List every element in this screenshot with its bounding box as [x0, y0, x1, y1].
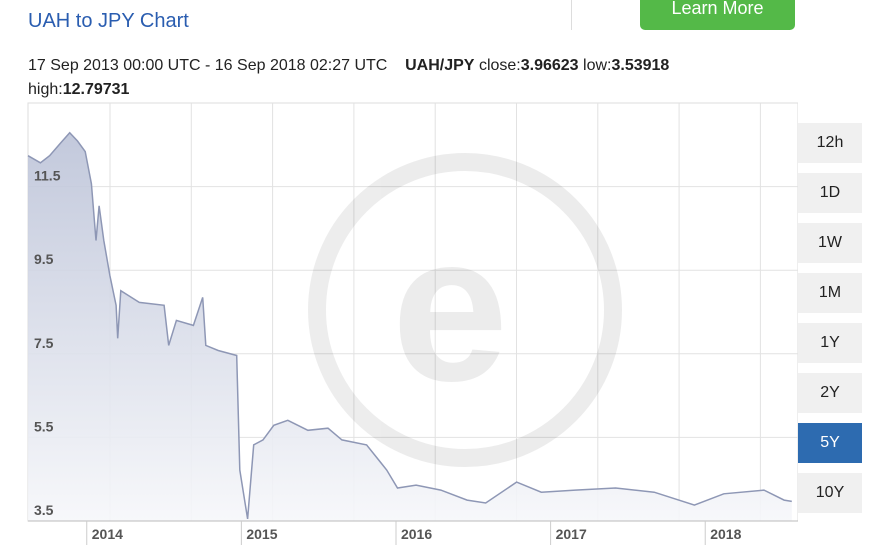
range-button[interactable]: 1D [798, 173, 862, 213]
range-button[interactable]: 12h [798, 123, 862, 163]
svg-text:e: e [392, 190, 509, 425]
area [28, 132, 792, 521]
close-value: 3.96623 [520, 57, 579, 74]
range-button[interactable]: 1Y [798, 323, 862, 363]
line [27, 131, 792, 520]
chart-title: UAH to JPY Chart [28, 10, 189, 32]
range-button[interactable]: 1M [798, 273, 862, 313]
y-tick-label: 5.5 [34, 418, 54, 434]
x-tick-label: 2015 [246, 526, 277, 542]
low-label: low: [583, 57, 612, 74]
watermark: e [308, 153, 622, 467]
learn-more-button[interactable]: Learn More [640, 0, 795, 30]
x-tick-label: 2017 [556, 526, 587, 542]
range-button[interactable]: 1W [798, 223, 862, 263]
y-tick-label: 7.5 [34, 335, 54, 351]
high-value: 12.79731 [62, 81, 130, 98]
x-tick-label: 2018 [710, 526, 741, 542]
close-label: close: [478, 57, 521, 74]
divider [571, 0, 572, 30]
range-button[interactable]: 5Y [798, 423, 862, 463]
summary: 17 Sep 2013 00:00 UTC - 16 Sep 2018 02:2… [28, 54, 788, 102]
y-tick-label: 11.5 [34, 168, 61, 184]
chart: e 3.5 5.5 7.5 9.5 11.5 2014 2015 2016 2017 2018 [27, 102, 798, 545]
range-button[interactable]: 2Y [798, 373, 862, 413]
low-value: 3.53918 [611, 57, 670, 74]
pair: UAH/JPY [405, 57, 475, 74]
high-label: high: [28, 81, 63, 98]
x-tick-label: 2016 [401, 526, 432, 542]
x-tick-label: 2014 [92, 526, 123, 542]
range-button[interactable]: 10Y [798, 473, 862, 513]
y-tick-label: 9.5 [34, 251, 54, 267]
y-tick-label: 3.5 [34, 502, 54, 518]
period: 17 Sep 2013 00:00 UTC - 16 Sep 2018 02:2… [28, 57, 388, 74]
